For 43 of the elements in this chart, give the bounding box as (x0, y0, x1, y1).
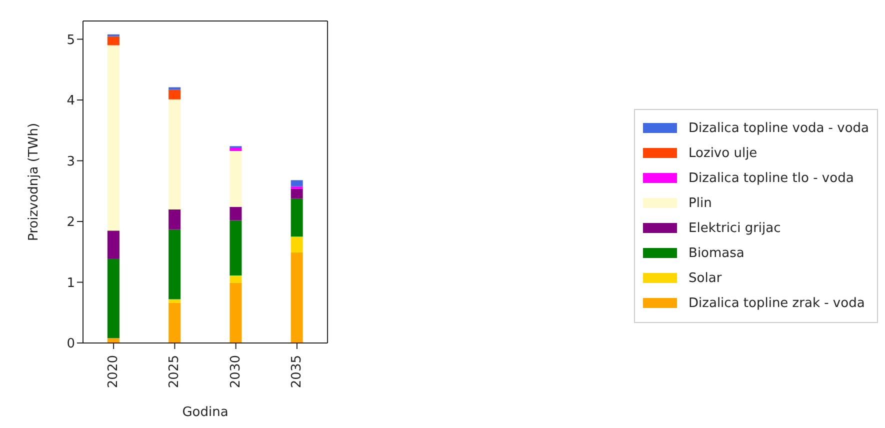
x-tick-label: 2035 (289, 355, 304, 388)
y-tick-label: 4 (66, 94, 75, 109)
bar (168, 99, 181, 210)
bar (168, 87, 181, 90)
bar (168, 209, 181, 230)
y-axis-title: Proizvodnja (TWh) (26, 122, 42, 242)
bar (107, 230, 120, 259)
legend-label: Solar (688, 270, 722, 286)
y-tick-label: 3 (66, 154, 75, 170)
bar (168, 229, 181, 300)
bar (230, 148, 242, 152)
legend-label: Biomasa (688, 246, 744, 260)
bar (107, 258, 120, 338)
y-tick-label: 5 (66, 32, 75, 48)
x-axis-title: Godina (182, 405, 228, 420)
legend-label: Dizalica topline voda - voda (688, 120, 869, 136)
legend-label: Plin (688, 196, 712, 210)
x-tick-label: 2030 (228, 355, 244, 388)
bar (290, 188, 303, 198)
bar (168, 302, 181, 343)
legend-label: Elektrici grijac (688, 220, 781, 236)
bar (230, 206, 242, 220)
bar (107, 338, 120, 343)
legend-label: Dizalica topline zrak - voda (688, 296, 865, 310)
legend-label: Lozivo ulje (688, 146, 758, 160)
bar (290, 198, 303, 237)
y-tick-label: 1 (66, 276, 75, 291)
bar (290, 180, 303, 186)
bar (168, 90, 181, 100)
y-tick-label: 2 (66, 215, 75, 230)
bar (107, 36, 120, 46)
y-tick-label: 0 (66, 336, 75, 352)
x-tick-label: 2025 (167, 355, 182, 388)
bar (290, 236, 303, 252)
bar (230, 276, 242, 283)
bar (168, 299, 181, 303)
bar (290, 252, 303, 343)
bar (107, 45, 120, 231)
x-tick-label: 2020 (106, 355, 122, 388)
legend-label: Dizalica topline tlo - voda (688, 170, 854, 186)
bar (230, 220, 242, 276)
bar (230, 151, 242, 207)
bar (230, 282, 242, 343)
